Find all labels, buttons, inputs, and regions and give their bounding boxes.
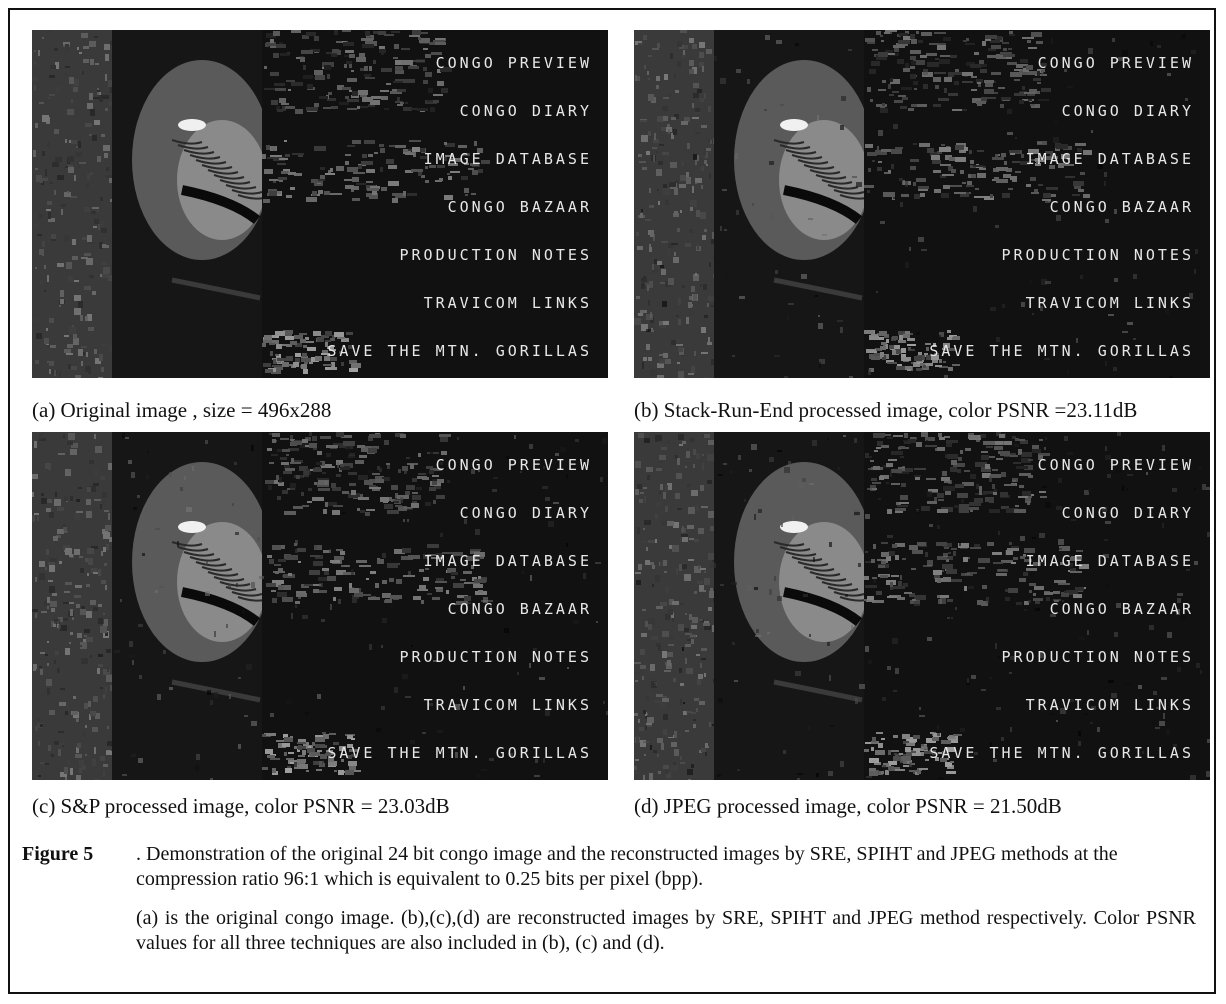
menu-text: PRODUCTION NOTES: [400, 246, 593, 264]
menu-text: PRODUCTION NOTES: [1002, 246, 1195, 264]
congo-image: CONGO PREVIEW CONGO DIARY IMAGE DATABASE CO…: [32, 30, 608, 378]
menu-text: PRODUCTION NOTES: [1002, 648, 1195, 666]
menu-text: IMAGE DATABASE: [424, 150, 592, 168]
menu-text: TRAVICOM LINKS: [424, 294, 592, 312]
menu-text: IMAGE DATABASE: [1026, 552, 1194, 570]
image-panel-sp: CONGO PREVIEW CONGO DIARY IMAGE DATABASE CO…: [32, 432, 608, 780]
caption-d: (d) JPEG processed image, color PSNR = 2…: [634, 794, 1062, 818]
image-panel-original: CONGO PREVIEW CONGO DIARY IMAGE DATABASE CO…: [32, 30, 608, 378]
menu-text: CONGO DIARY: [460, 102, 592, 120]
figure-explanation: (a) is the original congo image. (b),(c)…: [136, 907, 1196, 954]
menu-text: CONGO DIARY: [1062, 102, 1194, 120]
menu-text: CONGO PREVIEW: [1038, 456, 1194, 474]
menu-text: CONGO DIARY: [1062, 504, 1194, 522]
menu-text: SAVE THE MTN. GORILLAS: [327, 342, 592, 360]
menu-text: SAVE THE MTN. GORILLAS: [327, 744, 592, 762]
menu-text: CONGO BAZAAR: [1050, 198, 1194, 216]
menu-text: CONGO BAZAAR: [448, 198, 592, 216]
caption-c: (c) S&P processed image, color PSNR = 23…: [32, 794, 450, 818]
menu-text: PRODUCTION NOTES: [400, 648, 593, 666]
menu-text: CONGO BAZAAR: [448, 600, 592, 618]
congo-image: CONGO PREVIEW CONGO DIARY IMAGE DATABASE CO…: [634, 30, 1210, 378]
congo-image: CONGO PREVIEW CONGO DIARY IMAGE DATABASE CO…: [634, 432, 1210, 780]
caption-b: (b) Stack-Run-End processed image, color…: [634, 398, 1138, 422]
menu-text: SAVE THE MTN. GORILLAS: [929, 744, 1194, 762]
menu-text: SAVE THE MTN. GORILLAS: [929, 342, 1194, 360]
figure-description: . Demonstration of the original 24 bit c…: [136, 843, 1118, 890]
menu-text: CONGO PREVIEW: [1038, 54, 1194, 72]
congo-image: CONGO PREVIEW CONGO DIARY IMAGE DATABASE CO…: [32, 432, 608, 780]
menu-text: IMAGE DATABASE: [424, 552, 592, 570]
menu-text: IMAGE DATABASE: [1026, 150, 1194, 168]
menu-text: CONGO BAZAAR: [1050, 600, 1194, 618]
menu-text: TRAVICOM LINKS: [1026, 696, 1194, 714]
image-panel-jpeg: CONGO PREVIEW CONGO DIARY IMAGE DATABASE CO…: [634, 432, 1210, 780]
menu-text: TRAVICOM LINKS: [1026, 294, 1194, 312]
figure-label: Figure 5: [22, 843, 94, 865]
menu-text: TRAVICOM LINKS: [424, 696, 592, 714]
image-panel-sre: CONGO PREVIEW CONGO DIARY IMAGE DATABASE CO…: [634, 30, 1210, 378]
menu-text: CONGO DIARY: [460, 504, 592, 522]
menu-text: CONGO PREVIEW: [436, 54, 592, 72]
menu-text: CONGO PREVIEW: [436, 456, 592, 474]
caption-a: (a) Original image , size = 496x288: [32, 398, 332, 422]
